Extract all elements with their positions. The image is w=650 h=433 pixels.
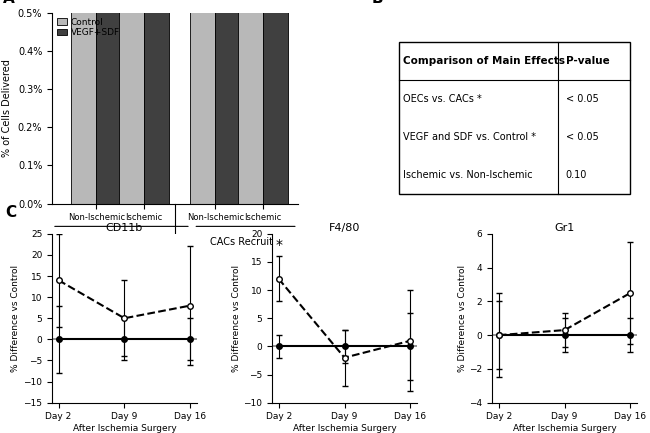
X-axis label: After Ischemia Surgery: After Ischemia Surgery xyxy=(513,424,616,433)
Text: *: * xyxy=(275,238,282,252)
Y-axis label: % of Cells Delivered: % of Cells Delivered xyxy=(2,59,12,157)
Text: P-value: P-value xyxy=(566,55,610,66)
Bar xyxy=(144,0,170,204)
Bar xyxy=(263,0,289,204)
Text: A: A xyxy=(3,0,14,6)
Y-axis label: % Difference vs Control: % Difference vs Control xyxy=(12,265,21,372)
Title: F4/80: F4/80 xyxy=(329,223,360,233)
Legend: Control, VEGF+SDF: Control, VEGF+SDF xyxy=(57,17,120,37)
Y-axis label: % Difference vs Control: % Difference vs Control xyxy=(458,265,467,372)
Text: < 0.05: < 0.05 xyxy=(566,94,599,104)
X-axis label: After Ischemia Surgery: After Ischemia Surgery xyxy=(292,424,396,433)
Text: B: B xyxy=(372,0,383,6)
Bar xyxy=(190,0,215,204)
Text: OECs vs. CACs *: OECs vs. CACs * xyxy=(404,94,482,104)
FancyBboxPatch shape xyxy=(398,42,630,194)
Bar xyxy=(215,0,240,204)
Text: VEGF and SDF vs. Control *: VEGF and SDF vs. Control * xyxy=(404,132,536,142)
Text: Ischemic vs. Non-Ischemic: Ischemic vs. Non-Ischemic xyxy=(404,170,533,180)
Bar xyxy=(118,0,144,204)
Bar xyxy=(237,0,263,204)
Text: C: C xyxy=(6,205,17,220)
Bar xyxy=(96,0,122,204)
Text: Comparison of Main Effects: Comparison of Main Effects xyxy=(404,55,566,66)
Y-axis label: % Difference vs Control: % Difference vs Control xyxy=(231,265,240,372)
Title: Gr1: Gr1 xyxy=(554,223,575,233)
Text: < 0.05: < 0.05 xyxy=(566,132,599,142)
Title: CD11b: CD11b xyxy=(106,223,143,233)
Text: CACs Recruited: CACs Recruited xyxy=(209,237,285,247)
Text: OECs Recruited: OECs Recruited xyxy=(84,237,160,247)
Text: 0.10: 0.10 xyxy=(566,170,587,180)
X-axis label: After Ischemia Surgery: After Ischemia Surgery xyxy=(73,424,176,433)
Legend: - VEGF + SDF, Control: - VEGF + SDF, Control xyxy=(649,230,650,260)
Bar xyxy=(71,0,96,204)
